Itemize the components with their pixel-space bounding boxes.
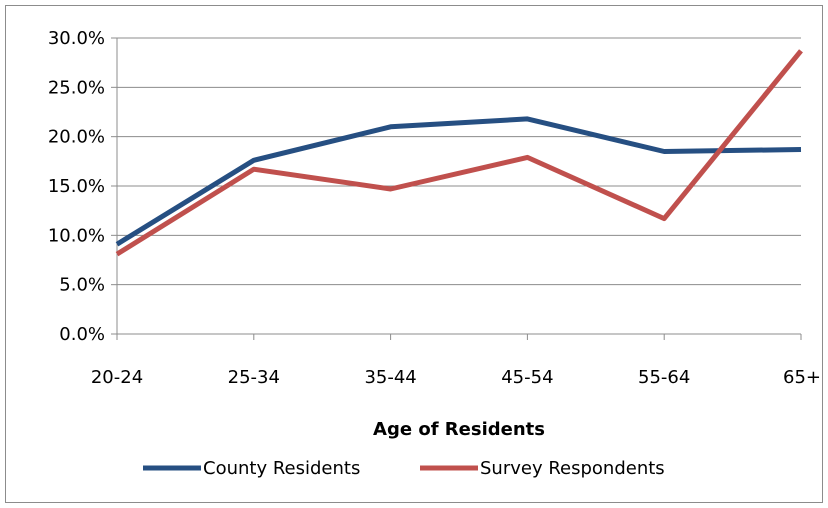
x-tick-labels: 20-24 25-34 35-44 45-54 55-64 65+	[91, 367, 821, 388]
series-line-2	[115, 49, 803, 257]
series-line-1	[115, 116, 802, 247]
x-tick-label: 35-44	[364, 367, 416, 388]
x-tick-label: 65+	[783, 367, 821, 388]
legend: County Residents Survey Respondents	[143, 458, 665, 479]
x-tick-label: 20-24	[91, 367, 143, 388]
axes	[111, 37, 802, 340]
y-tick-label: 10.0%	[48, 225, 105, 246]
y-tick-labels: 0.0% 5.0% 10.0% 15.0% 20.0% 25.0% 30.0%	[48, 28, 105, 345]
chart-frame	[5, 5, 823, 503]
series-lines	[115, 49, 803, 257]
y-tick-label: 5.0%	[59, 275, 105, 296]
gridlines	[117, 37, 801, 286]
legend-label: Survey Respondents	[480, 458, 665, 479]
y-tick-label: 15.0%	[48, 176, 105, 197]
x-tick-label: 25-34	[228, 367, 280, 388]
y-tick-label: 0.0%	[59, 324, 105, 345]
y-tick-label: 25.0%	[48, 77, 105, 98]
x-tick-label: 55-64	[638, 367, 690, 388]
y-tick-label: 20.0%	[48, 127, 105, 148]
x-tick-label: 45-54	[501, 367, 553, 388]
x-axis-title: Age of Residents	[373, 419, 545, 440]
y-tick-label: 30.0%	[48, 28, 105, 49]
legend-label: County Residents	[203, 458, 360, 479]
